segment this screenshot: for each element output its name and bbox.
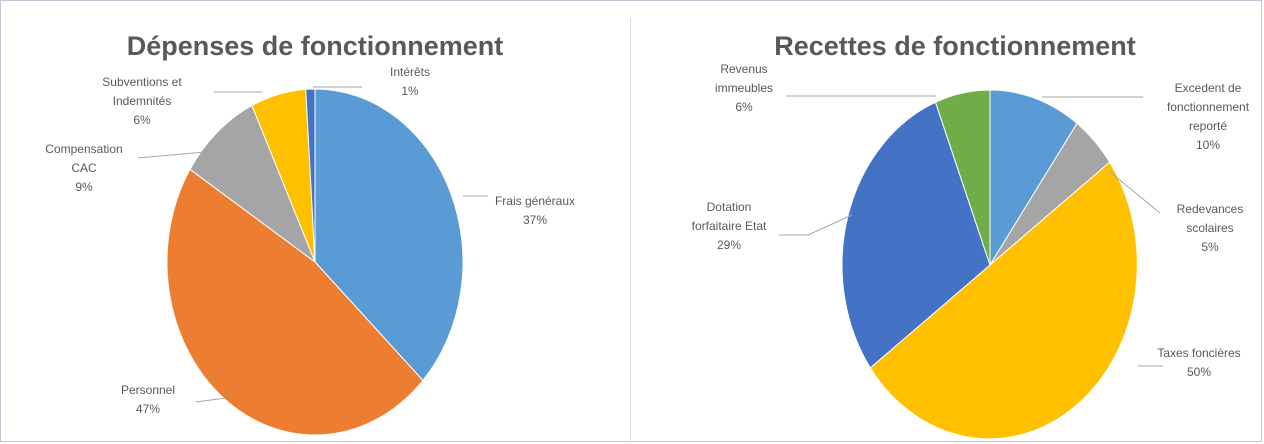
data-label: Personnel 47% (121, 383, 175, 416)
data-label: Intérêts 1% (390, 65, 430, 98)
pie-slice-4 (305, 88, 316, 263)
data-label: Redevances scolaires 5% (1177, 202, 1244, 254)
pie-slice-0 (314, 88, 464, 382)
data-label: Taxes foncières 50% (1157, 346, 1240, 379)
data-label-category: scolaires (1186, 221, 1233, 235)
data-label: Compensation CAC 9% (45, 142, 122, 194)
leader-line (1109, 171, 1161, 214)
data-label-value: 50% (1187, 365, 1211, 379)
pie-slice-4 (934, 89, 991, 266)
pie-chart-recettes: Recettes de fonctionnement Excedent de fo… (692, 31, 1250, 440)
data-label-category: forfaitaire Etat (692, 219, 767, 233)
pie-slices (841, 89, 1138, 440)
data-label: Subventions et Indemnités 6% (102, 75, 182, 127)
data-label-category: fonctionnement (1167, 100, 1250, 114)
chart-title: Dépenses de fonctionnement (127, 31, 504, 61)
data-label-category: Redevances (1177, 202, 1244, 216)
pie-slice-3 (841, 101, 991, 369)
data-label-category: Revenus (720, 62, 767, 76)
chart-divider (630, 18, 631, 442)
pie-slice-2 (869, 161, 1138, 440)
data-label-value: 6% (133, 113, 151, 127)
data-label: Excedent de fonctionnement reporté 10% (1167, 81, 1250, 152)
data-label-category: Taxes foncières (1157, 346, 1240, 360)
leader-line (195, 397, 227, 403)
pie-slice-0 (989, 89, 1078, 267)
data-label: Dotation forfaitaire Etat 29% (692, 200, 767, 252)
data-label-category: CAC (71, 161, 97, 175)
data-label-value: 37% (523, 213, 547, 227)
data-label-value: 29% (717, 238, 741, 252)
pie-slices (166, 88, 464, 436)
pie-chart-depenses: Dépenses de fonctionnement Frais générau… (45, 31, 575, 436)
data-label: Frais généraux 37% (495, 194, 575, 227)
data-label-category: reporté (1189, 119, 1227, 133)
data-label-category: Intérêts (390, 65, 430, 79)
leader-line (137, 151, 206, 159)
data-label-category: Indemnités (113, 94, 172, 108)
data-label: Revenus immeubles 6% (715, 62, 773, 114)
data-label-category: Frais généraux (495, 194, 575, 208)
chart-title: Recettes de fonctionnement (774, 31, 1136, 61)
data-label-category: Subventions et (102, 75, 182, 89)
data-label-value: 6% (735, 100, 753, 114)
data-label-value: 5% (1201, 240, 1219, 254)
data-label-category: immeubles (715, 81, 773, 95)
data-label-category: Excedent de (1175, 81, 1242, 95)
data-label-value: 9% (75, 180, 93, 194)
data-label-value: 10% (1196, 138, 1220, 152)
data-label-value: 47% (136, 402, 160, 416)
pie-slice-2 (189, 104, 317, 264)
data-label-category: Compensation (45, 142, 122, 156)
pie-data-labels: Frais généraux 37% Personnel 47% Compensatio… (45, 65, 575, 416)
data-label-category: Personnel (121, 383, 175, 397)
leader-line (779, 214, 853, 236)
pie-data-labels: Excedent de fonctionnement reporté 10% Redev… (692, 62, 1250, 379)
data-label-category: Dotation (707, 200, 752, 214)
data-label-value: 1% (401, 84, 419, 98)
